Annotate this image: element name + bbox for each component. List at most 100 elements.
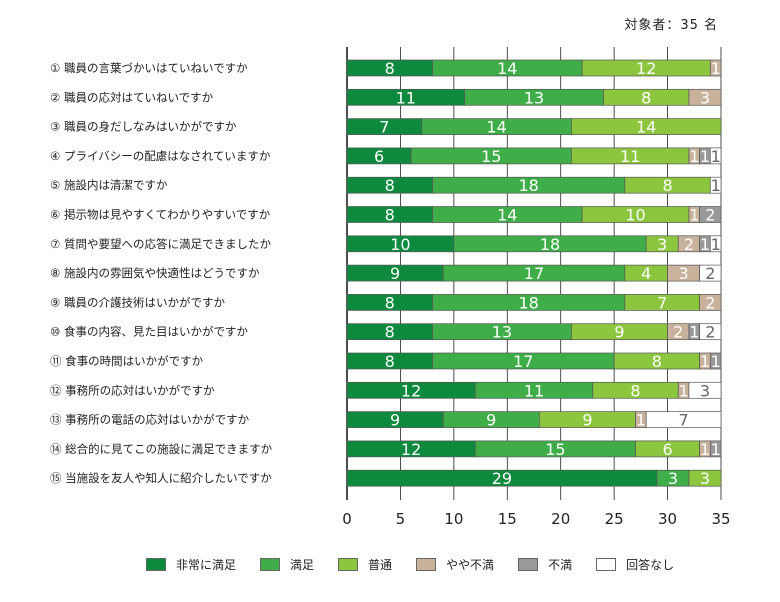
bar-value-label: 3 <box>679 264 689 283</box>
bar-value-label: 9 <box>390 264 400 283</box>
bar-value-label: 1 <box>700 352 710 371</box>
bar-value-label: 1 <box>711 352 721 371</box>
bar-segment <box>709 352 722 370</box>
question-label: ④ プライバシーの配慮はなされていますか <box>50 149 271 163</box>
bar-value-label: 15 <box>481 147 501 166</box>
bar-segment <box>688 88 722 106</box>
x-tick-label: 25 <box>605 510 624 528</box>
bar-value-label: 8 <box>385 176 395 195</box>
bar-value-label: 8 <box>662 176 672 195</box>
bar-value-label: 3 <box>657 235 667 254</box>
bar-value-label: 14 <box>497 206 517 225</box>
bar-value-label: 8 <box>385 206 395 225</box>
bar-segment <box>699 264 722 282</box>
bar-value-label: 29 <box>492 469 512 488</box>
legend-swatch-normal <box>338 558 359 571</box>
bar-value-label: 13 <box>492 323 512 342</box>
legend-label-somewhat-dissatisfied: やや不満 <box>446 558 495 572</box>
legend-label-satisfied: 満足 <box>290 558 315 572</box>
bar-segment <box>688 381 722 399</box>
bar-segment <box>709 176 722 194</box>
bar-value-label: 10 <box>390 235 410 254</box>
bar-segment <box>709 59 722 77</box>
bar-value-label: 2 <box>705 264 715 283</box>
bar-value-label: 12 <box>636 59 656 78</box>
bar-value-label: 17 <box>513 352 533 371</box>
bar-value-label: 1 <box>636 411 646 430</box>
bar-value-label: 18 <box>518 176 538 195</box>
bar-value-label: 1 <box>700 147 710 166</box>
legend-item-somewhat-dissatisfied: やや不満 <box>416 556 494 573</box>
question-label: ⑨ 職員の介護技術はいかがですか <box>50 295 225 309</box>
bar-segment <box>709 440 722 458</box>
bar-value-label: 7 <box>679 411 689 430</box>
legend-item-normal: 普通 <box>338 556 392 573</box>
bar-value-label: 9 <box>486 411 496 430</box>
bar-value-label: 9 <box>390 411 400 430</box>
bar-value-label: 18 <box>540 235 560 254</box>
legend-item-very-satisfied: 非常に満足 <box>146 556 236 573</box>
bar-segment <box>645 411 722 428</box>
legend-swatch-dissatisfied <box>518 558 539 571</box>
legend-swatch-satisfied <box>260 558 281 571</box>
bar-value-label: 18 <box>518 293 538 312</box>
question-label: ⑮ 当施設を友人や知人に紹介したいですか <box>50 471 272 485</box>
bar-value-label: 8 <box>630 381 640 400</box>
bar-segment <box>571 118 722 135</box>
bar-value-label: 8 <box>385 352 395 371</box>
x-tick-label: 15 <box>498 510 517 528</box>
bar-segment <box>699 294 722 311</box>
bar-segment <box>709 235 722 253</box>
bar-value-label: 9 <box>614 323 624 342</box>
bar-segment <box>688 469 722 487</box>
x-tick-label: 10 <box>444 510 463 528</box>
bar-value-label: 11 <box>620 147 640 166</box>
bar-value-label: 4 <box>641 264 651 283</box>
legend-swatch-no-answer <box>596 558 617 571</box>
legend-item-satisfied: 満足 <box>260 556 314 573</box>
x-tick-label: 5 <box>396 510 406 528</box>
bar-value-label: 1 <box>700 440 710 459</box>
bar-value-label: 8 <box>641 88 651 107</box>
question-label: ⑦ 質問や要望への応答に満足できましたか <box>50 237 271 251</box>
bar-value-label: 8 <box>385 293 395 312</box>
bar-value-label: 11 <box>396 88 416 107</box>
bar-value-label: 13 <box>524 88 544 107</box>
legend-label-normal: 普通 <box>368 558 393 572</box>
legend-item-dissatisfied: 不満 <box>518 556 572 573</box>
question-label: ⑪ 食事の時間はいかがですか <box>50 354 204 368</box>
bar-value-label: 1 <box>700 235 710 254</box>
question-label: ② 職員の応対はていねいですか <box>50 90 214 104</box>
question-label: ⑫ 事務所の応対はいかがですか <box>50 383 215 397</box>
bar-value-label: 7 <box>379 118 389 137</box>
question-label: ① 職員の言葉づかいはていねいですか <box>50 61 248 75</box>
bar-value-label: 1 <box>711 176 721 195</box>
bar-value-label: 17 <box>524 264 544 283</box>
bar-value-label: 15 <box>545 440 565 459</box>
bar-value-label: 8 <box>385 59 395 78</box>
bar-value-label: 1 <box>689 147 699 166</box>
legend-label-no-answer: 回答なし <box>626 558 675 572</box>
bar-value-label: 1 <box>711 440 721 459</box>
x-tick-label: 30 <box>658 510 677 528</box>
bar-value-label: 1 <box>711 147 721 166</box>
bar-value-label: 12 <box>401 440 421 459</box>
legend: 非常に満足 満足 普通 やや不満 不満 回答なし <box>146 556 698 573</box>
bar-value-label: 14 <box>636 118 656 137</box>
bar-value-label: 1 <box>711 59 721 78</box>
legend-swatch-somewhat-dissatisfied <box>416 558 437 571</box>
subject-count: 対象者：35 名 <box>624 18 718 33</box>
bar-value-label: 1 <box>689 206 699 225</box>
bar-value-label: 6 <box>662 440 672 459</box>
bar-value-label: 2 <box>705 323 715 342</box>
bar-value-label: 3 <box>700 88 710 107</box>
bar-value-label: 3 <box>700 381 710 400</box>
x-tick-label: 35 <box>711 510 730 528</box>
bar-value-label: 2 <box>705 206 715 225</box>
question-label: ⑩ 食事の内容、見た目はいかがですか <box>50 325 248 339</box>
bar-value-label: 8 <box>385 323 395 342</box>
bar-value-label: 2 <box>684 235 694 254</box>
question-label: ⑭ 総合的に見てこの施設に満足できますか <box>50 442 273 456</box>
bar-value-label: 3 <box>668 469 678 488</box>
